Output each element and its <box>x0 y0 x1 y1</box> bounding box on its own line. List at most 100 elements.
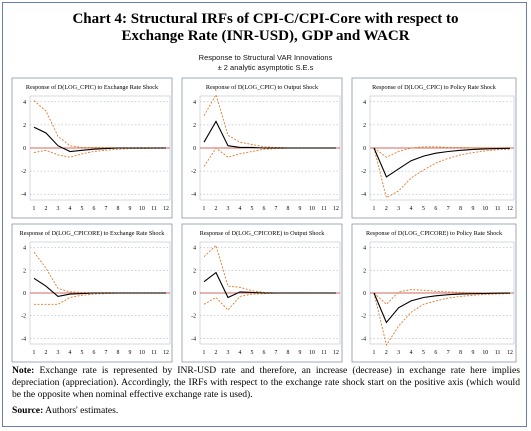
irf-panel-4: Response of D(LOG_CPICORE) to Exchange R… <box>11 223 173 363</box>
x-tick-label: 2 <box>385 350 388 356</box>
x-tick-label: 9 <box>471 350 474 356</box>
y-tick-label: 2 <box>363 123 366 129</box>
x-tick-label: 7 <box>105 206 108 212</box>
x-tick-label: 10 <box>482 206 488 212</box>
x-tick-label: 7 <box>447 206 450 212</box>
chart-subtitle-line2: ± 2 analytic asymptotic S.E.s <box>217 63 314 72</box>
x-tick-label: 8 <box>117 350 120 356</box>
x-tick-label: 12 <box>333 350 339 356</box>
x-tick-label: 6 <box>434 350 437 356</box>
y-tick-label: 4 <box>23 100 26 106</box>
x-tick-label: 4 <box>239 350 242 356</box>
x-tick-label: 11 <box>321 350 327 356</box>
x-tick-label: 6 <box>93 350 96 356</box>
y-tick-label: -2 <box>191 169 196 175</box>
x-tick-label: 8 <box>287 206 290 212</box>
chart-note: Note: Exchange rate is represented by IN… <box>12 365 520 400</box>
x-tick-label: 1 <box>203 206 206 212</box>
irf-panel-3: Response of D(LOG_CPIC) to Policy Rate S… <box>351 77 517 219</box>
x-tick-label: 2 <box>215 350 218 356</box>
x-tick-label: 6 <box>263 206 266 212</box>
irf-panel-1: Response of D(LOG_CPIC) to Exchange Rate… <box>11 77 173 219</box>
panel-title: Response of D(LOG_CPICORE) to Output Sho… <box>200 230 326 237</box>
x-tick-label: 9 <box>299 206 302 212</box>
x-tick-label: 9 <box>129 350 132 356</box>
y-tick-label: -4 <box>21 336 26 342</box>
x-tick-label: 7 <box>275 206 278 212</box>
x-tick-label: 6 <box>434 206 437 212</box>
upper-band-line <box>373 289 510 305</box>
x-tick-label: 7 <box>447 350 450 356</box>
y-tick-label: 4 <box>363 100 366 106</box>
y-tick-label: -4 <box>361 192 366 198</box>
y-tick-label: 2 <box>193 268 196 274</box>
y-tick-label: 0 <box>23 146 26 152</box>
x-tick-label: 10 <box>139 206 145 212</box>
panel-title: Response of D(LOG_CPIC) to Exchange Rate… <box>26 84 159 91</box>
x-tick-label: 1 <box>33 206 36 212</box>
x-tick-label: 9 <box>471 206 474 212</box>
x-tick-label: 5 <box>422 206 425 212</box>
irf-line <box>373 147 511 178</box>
panel-title: Response of D(LOG_CPIC) to Output Shock <box>206 84 319 91</box>
x-tick-label: 2 <box>385 206 388 212</box>
irf-line <box>203 120 336 149</box>
x-tick-label: 5 <box>251 350 254 356</box>
irf-line <box>373 292 511 324</box>
x-tick-label: 11 <box>321 206 327 212</box>
y-tick-label: -2 <box>361 314 366 320</box>
y-tick-label: 2 <box>193 123 196 129</box>
y-tick-label: -4 <box>21 192 26 198</box>
x-tick-label: 7 <box>275 350 278 356</box>
y-tick-label: 4 <box>193 246 196 252</box>
panel-title: Response of D(LOG_CPICORE) to Policy Rat… <box>366 230 503 237</box>
chart-frame <box>2 2 527 427</box>
x-tick-label: 5 <box>81 206 84 212</box>
x-tick-label: 2 <box>45 206 48 212</box>
x-tick-label: 12 <box>163 206 169 212</box>
x-tick-label: 3 <box>397 350 400 356</box>
x-tick-label: 3 <box>397 206 400 212</box>
x-tick-label: 2 <box>45 350 48 356</box>
y-tick-label: 0 <box>23 291 26 297</box>
y-tick-label: -2 <box>21 314 26 320</box>
x-tick-label: 5 <box>422 350 425 356</box>
x-tick-label: 1 <box>203 350 206 356</box>
source-text: Authors' estimates. <box>43 405 119 416</box>
x-tick-label: 11 <box>151 206 157 212</box>
irf-line <box>33 277 166 297</box>
panel-title: Response of D(LOG_CPICORE) to Exchange R… <box>20 230 166 237</box>
irf-panel-2: Response of D(LOG_CPIC) to Output Shock 4… <box>181 77 343 219</box>
x-tick-label: 2 <box>215 206 218 212</box>
x-tick-label: 12 <box>507 206 513 212</box>
irf-line <box>33 126 166 153</box>
x-tick-label: 9 <box>129 206 132 212</box>
x-tick-label: 5 <box>81 350 84 356</box>
chart-source: Source: Authors' estimates. <box>12 405 118 417</box>
x-tick-label: 4 <box>69 350 72 356</box>
x-tick-label: 1 <box>373 350 376 356</box>
x-tick-label: 4 <box>410 206 413 212</box>
x-tick-label: 1 <box>33 350 36 356</box>
x-tick-label: 5 <box>251 206 254 212</box>
y-tick-label: -2 <box>361 169 366 175</box>
irf-panel-5: Response of D(LOG_CPICORE) to Output Sho… <box>181 223 343 363</box>
y-tick-label: 4 <box>363 246 366 252</box>
y-tick-label: 2 <box>23 268 26 274</box>
x-tick-label: 11 <box>495 206 501 212</box>
y-tick-label: -2 <box>191 314 196 320</box>
x-tick-label: 10 <box>482 350 488 356</box>
chart-title-line2: Exchange Rate (INR-USD), GDP and WACR <box>121 28 410 44</box>
x-tick-label: 3 <box>227 206 230 212</box>
y-tick-label: -4 <box>191 336 196 342</box>
y-tick-label: 0 <box>363 146 366 152</box>
x-tick-label: 11 <box>151 350 157 356</box>
y-tick-label: 2 <box>363 268 366 274</box>
y-tick-label: 0 <box>363 291 366 297</box>
y-tick-label: 0 <box>193 146 196 152</box>
y-tick-label: 4 <box>23 246 26 252</box>
x-tick-label: 10 <box>309 206 315 212</box>
x-tick-label: 4 <box>239 206 242 212</box>
y-tick-label: 2 <box>23 123 26 129</box>
